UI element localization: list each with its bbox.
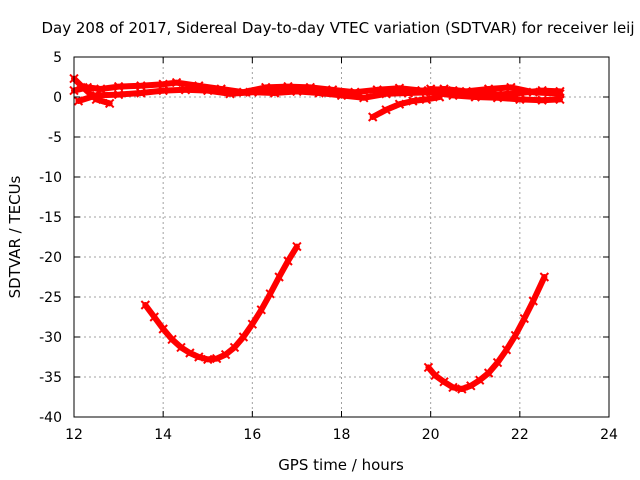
- data-point: [140, 300, 151, 310]
- data-point: [167, 334, 177, 345]
- data-point: [220, 349, 231, 360]
- data-point: [515, 88, 525, 98]
- data-point: [292, 241, 302, 252]
- data-point: [203, 354, 213, 365]
- data-point: [528, 296, 538, 306]
- y-tick-label: -35: [39, 370, 62, 386]
- data-point: [247, 319, 258, 329]
- y-tick-label: -5: [48, 130, 62, 146]
- data-point: [430, 370, 440, 381]
- data-point: [283, 256, 293, 266]
- y-tick-label: 0: [53, 90, 62, 106]
- y-tick-label: 5: [53, 50, 62, 66]
- data-point: [185, 348, 195, 358]
- data-point: [158, 85, 168, 96]
- data-point: [510, 330, 521, 341]
- data-point: [336, 90, 347, 101]
- y-axis-title: SDTVAR / TECUs: [6, 175, 24, 298]
- x-tick-label: 24: [600, 427, 618, 443]
- data-point: [225, 89, 235, 99]
- y-tick-label: -10: [39, 170, 62, 186]
- data-point: [91, 94, 101, 105]
- data-point: [256, 305, 266, 315]
- data-point: [96, 84, 106, 94]
- data-point: [408, 96, 418, 106]
- data-point: [104, 98, 115, 109]
- data-point: [136, 81, 146, 91]
- x-tick-label: 20: [422, 427, 440, 443]
- data-point: [492, 357, 503, 368]
- data-point: [539, 272, 550, 282]
- data-point: [368, 112, 378, 122]
- data-point: [537, 85, 547, 96]
- grid-lines: [74, 57, 609, 417]
- data-point: [176, 342, 186, 353]
- data-point: [211, 353, 222, 364]
- data-point: [292, 86, 302, 97]
- data-point: [158, 324, 168, 334]
- data-point: [501, 345, 512, 355]
- data-point: [73, 96, 84, 106]
- data-point: [466, 381, 476, 391]
- y-tick-label: -30: [39, 330, 62, 346]
- data-point: [269, 88, 280, 98]
- data-point: [448, 85, 458, 96]
- data-point: [136, 88, 146, 98]
- x-tick-label: 18: [333, 427, 351, 443]
- y-tick-label: -25: [39, 290, 62, 306]
- data-point: [194, 352, 204, 362]
- data-point: [203, 85, 213, 96]
- data-point: [423, 362, 434, 373]
- data-point: [381, 105, 391, 115]
- x-axis: 12 14 16 18 20 22 24: [65, 57, 618, 443]
- data-point: [425, 84, 436, 94]
- data-point: [475, 375, 485, 385]
- data-point: [457, 384, 467, 394]
- data-point: [238, 332, 249, 342]
- data-point: [247, 87, 258, 97]
- x-tick-label: 12: [65, 427, 83, 443]
- data-point: [519, 313, 529, 324]
- chart-title: Day 208 of 2017, Sidereal Day-to-day VTE…: [41, 19, 634, 37]
- data-point: [470, 88, 480, 98]
- data-point: [381, 89, 391, 99]
- data-point: [555, 94, 565, 105]
- series-near-zero-band-c: [71, 75, 113, 107]
- x-axis-title: GPS time / hours: [278, 456, 404, 474]
- y-tick-label: -40: [39, 410, 62, 426]
- data-point: [421, 94, 431, 105]
- data-point: [265, 289, 275, 299]
- y-tick-label: -15: [39, 210, 62, 226]
- data-point: [403, 88, 414, 98]
- data-point: [555, 86, 565, 97]
- data-point: [78, 82, 88, 93]
- data-point: [506, 82, 516, 93]
- x-tick-label: 16: [243, 427, 261, 443]
- data-point: [229, 342, 240, 353]
- data-point: [359, 93, 369, 103]
- data-point: [180, 85, 191, 95]
- data-point: [439, 377, 449, 387]
- data-point: [492, 89, 503, 100]
- data-point: [113, 89, 124, 100]
- series-arc-2: [425, 274, 548, 392]
- data-point: [171, 77, 182, 88]
- y-tick-label: -20: [39, 250, 62, 266]
- data-point: [394, 99, 405, 109]
- x-tick-label: 14: [154, 427, 172, 443]
- series-layer: [69, 73, 565, 394]
- x-tick-label: 22: [511, 427, 529, 443]
- data-point: [113, 81, 124, 92]
- data-point: [434, 92, 445, 102]
- data-point: [448, 382, 458, 393]
- data-point: [483, 368, 494, 378]
- data-point: [537, 95, 547, 105]
- y-axis: 5 0 -5 -10 -15 -20 -25 -30 -35 -40: [39, 50, 609, 426]
- data-point: [149, 312, 159, 322]
- data-point: [314, 88, 324, 98]
- data-point: [274, 272, 284, 282]
